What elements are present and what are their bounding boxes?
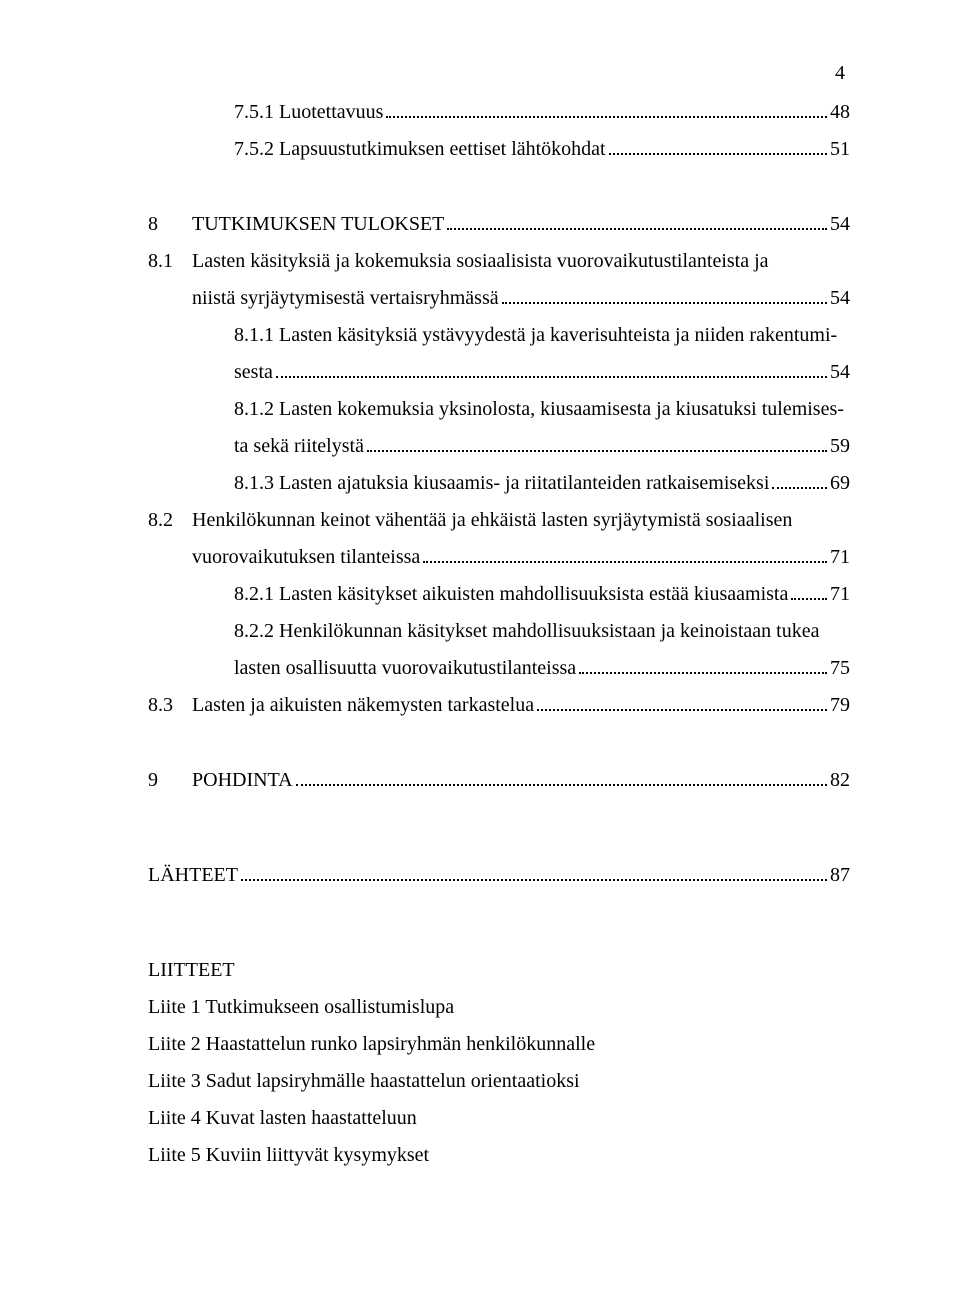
toc-leader (276, 376, 827, 378)
toc-entry: 8.1 Lasten käsityksiä ja kokemuksia sosi… (148, 243, 850, 280)
toc-entry: 8.1.1 Lasten käsityksiä ystävyydestä ja … (148, 317, 850, 354)
toc-page: 48 (830, 94, 850, 131)
toc-page: 71 (830, 539, 850, 576)
toc-text: Lasten ja aikuisten näkemysten tarkastel… (192, 687, 534, 724)
toc-text: Lasten ajatuksia kiusaamis- ja riitatila… (279, 465, 769, 502)
toc-leader (791, 598, 827, 600)
toc-label: 8.1.2 (234, 391, 279, 428)
appendix-item: Liite 2 Haastattelun runko lapsiryhmän h… (148, 1026, 850, 1063)
toc-text: Luotettavuus (279, 94, 383, 131)
toc-entry: 7.5.1 Luotettavuus 48 (148, 94, 850, 131)
toc-leader (772, 487, 827, 489)
toc-page: 54 (830, 206, 850, 243)
toc-page: 79 (830, 687, 850, 724)
toc-page: 69 (830, 465, 850, 502)
toc-entry: 8.2.2 Henkilökunnan käsitykset mahdollis… (148, 613, 850, 650)
toc-page: 82 (830, 762, 850, 799)
appendix-item: Liite 4 Kuvat lasten haastatteluun (148, 1100, 850, 1137)
toc-text: Lasten käsityksiä ystävyydestä ja kaveri… (279, 317, 837, 354)
toc-label: 8.1.3 (234, 465, 279, 502)
toc-text: Lasten käsityksiä ja kokemuksia sosiaali… (192, 243, 769, 280)
toc-text: POHDINTA (192, 762, 293, 799)
toc-label: 8.2.2 (234, 613, 279, 650)
toc-page: 51 (830, 131, 850, 168)
toc-text: niistä syrjäytymisestä vertaisryhmässä (192, 280, 499, 317)
toc-text: Henkilökunnan käsitykset mahdollisuuksis… (279, 613, 819, 650)
toc-page: 59 (830, 428, 850, 465)
toc-entry-cont: niistä syrjäytymisestä vertaisryhmässä 5… (148, 280, 850, 317)
toc-leader (296, 784, 827, 786)
toc-label: 8.1.1 (234, 317, 279, 354)
toc-text: Lasten kokemuksia yksinolosta, kiusaamis… (279, 391, 844, 428)
toc-label: 7.5.1 (234, 94, 279, 131)
toc-text: vuorovaikutuksen tilanteissa (192, 539, 420, 576)
appendix-item: Liite 5 Kuviin liittyvät kysymykset (148, 1137, 850, 1174)
toc-leader (367, 450, 827, 452)
toc-leader (447, 228, 827, 230)
toc-entry: 7.5.2 Lapsuustutkimuksen eettiset lähtök… (148, 131, 850, 168)
toc-leader (609, 153, 827, 155)
toc-leader (386, 116, 827, 118)
toc-leader (423, 561, 827, 563)
toc-text: ta sekä riitelystä (234, 428, 364, 465)
toc-page: 54 (830, 280, 850, 317)
toc-label: 8.3 (148, 687, 192, 724)
toc-leader (537, 709, 827, 711)
toc-label: 7.5.2 (234, 131, 279, 168)
toc-entry-cont: ta sekä riitelystä 59 (148, 428, 850, 465)
toc-leader (579, 672, 827, 674)
toc-references: LÄHTEET 87 (148, 857, 850, 894)
toc-chapter: 8 TUTKIMUKSEN TULOKSET 54 (148, 206, 850, 243)
toc-label: 8.2.1 (234, 576, 279, 613)
table-of-contents: 7.5.1 Luotettavuus 48 7.5.2 Lapsuustutki… (148, 94, 850, 1174)
toc-entry: 8.2.1 Lasten käsitykset aikuisten mahdol… (148, 576, 850, 613)
toc-page: 87 (830, 857, 850, 894)
toc-text: Henkilökunnan keinot vähentää ja ehkäist… (192, 502, 792, 539)
toc-text: LÄHTEET (148, 857, 238, 894)
toc-leader (241, 879, 827, 881)
toc-entry-cont: vuorovaikutuksen tilanteissa 71 (148, 539, 850, 576)
toc-page: 75 (830, 650, 850, 687)
toc-entry-cont: sesta 54 (148, 354, 850, 391)
toc-chapter-num: 9 (148, 762, 192, 799)
appendix-heading: LIITTEET (148, 952, 850, 989)
appendix-item: Liite 1 Tutkimukseen osallistumislupa (148, 989, 850, 1026)
toc-entry: 8.1.2 Lasten kokemuksia yksinolosta, kiu… (148, 391, 850, 428)
toc-entry: 8.1.3 Lasten ajatuksia kiusaamis- ja rii… (148, 465, 850, 502)
toc-chapter-num: 8 (148, 206, 192, 243)
appendix-item: Liite 3 Sadut lapsiryhmälle haastattelun… (148, 1063, 850, 1100)
toc-page: 54 (830, 354, 850, 391)
toc-text: sesta (234, 354, 273, 391)
toc-text: TUTKIMUKSEN TULOKSET (192, 206, 444, 243)
toc-text: Lapsuustutkimuksen eettiset lähtökohdat (279, 131, 606, 168)
toc-entry: 8.3 Lasten ja aikuisten näkemysten tarka… (148, 687, 850, 724)
toc-label: 8.1 (148, 243, 192, 280)
toc-text: lasten osallisuutta vuorovaikutustilante… (234, 650, 576, 687)
page-number: 4 (835, 62, 845, 85)
toc-label: 8.2 (148, 502, 192, 539)
toc-entry-cont: lasten osallisuutta vuorovaikutustilante… (148, 650, 850, 687)
toc-page: 71 (830, 576, 850, 613)
toc-entry: 8.2 Henkilökunnan keinot vähentää ja ehk… (148, 502, 850, 539)
toc-leader (502, 302, 827, 304)
toc-text: Lasten käsitykset aikuisten mahdollisuuk… (279, 576, 788, 613)
toc-chapter: 9 POHDINTA 82 (148, 762, 850, 799)
